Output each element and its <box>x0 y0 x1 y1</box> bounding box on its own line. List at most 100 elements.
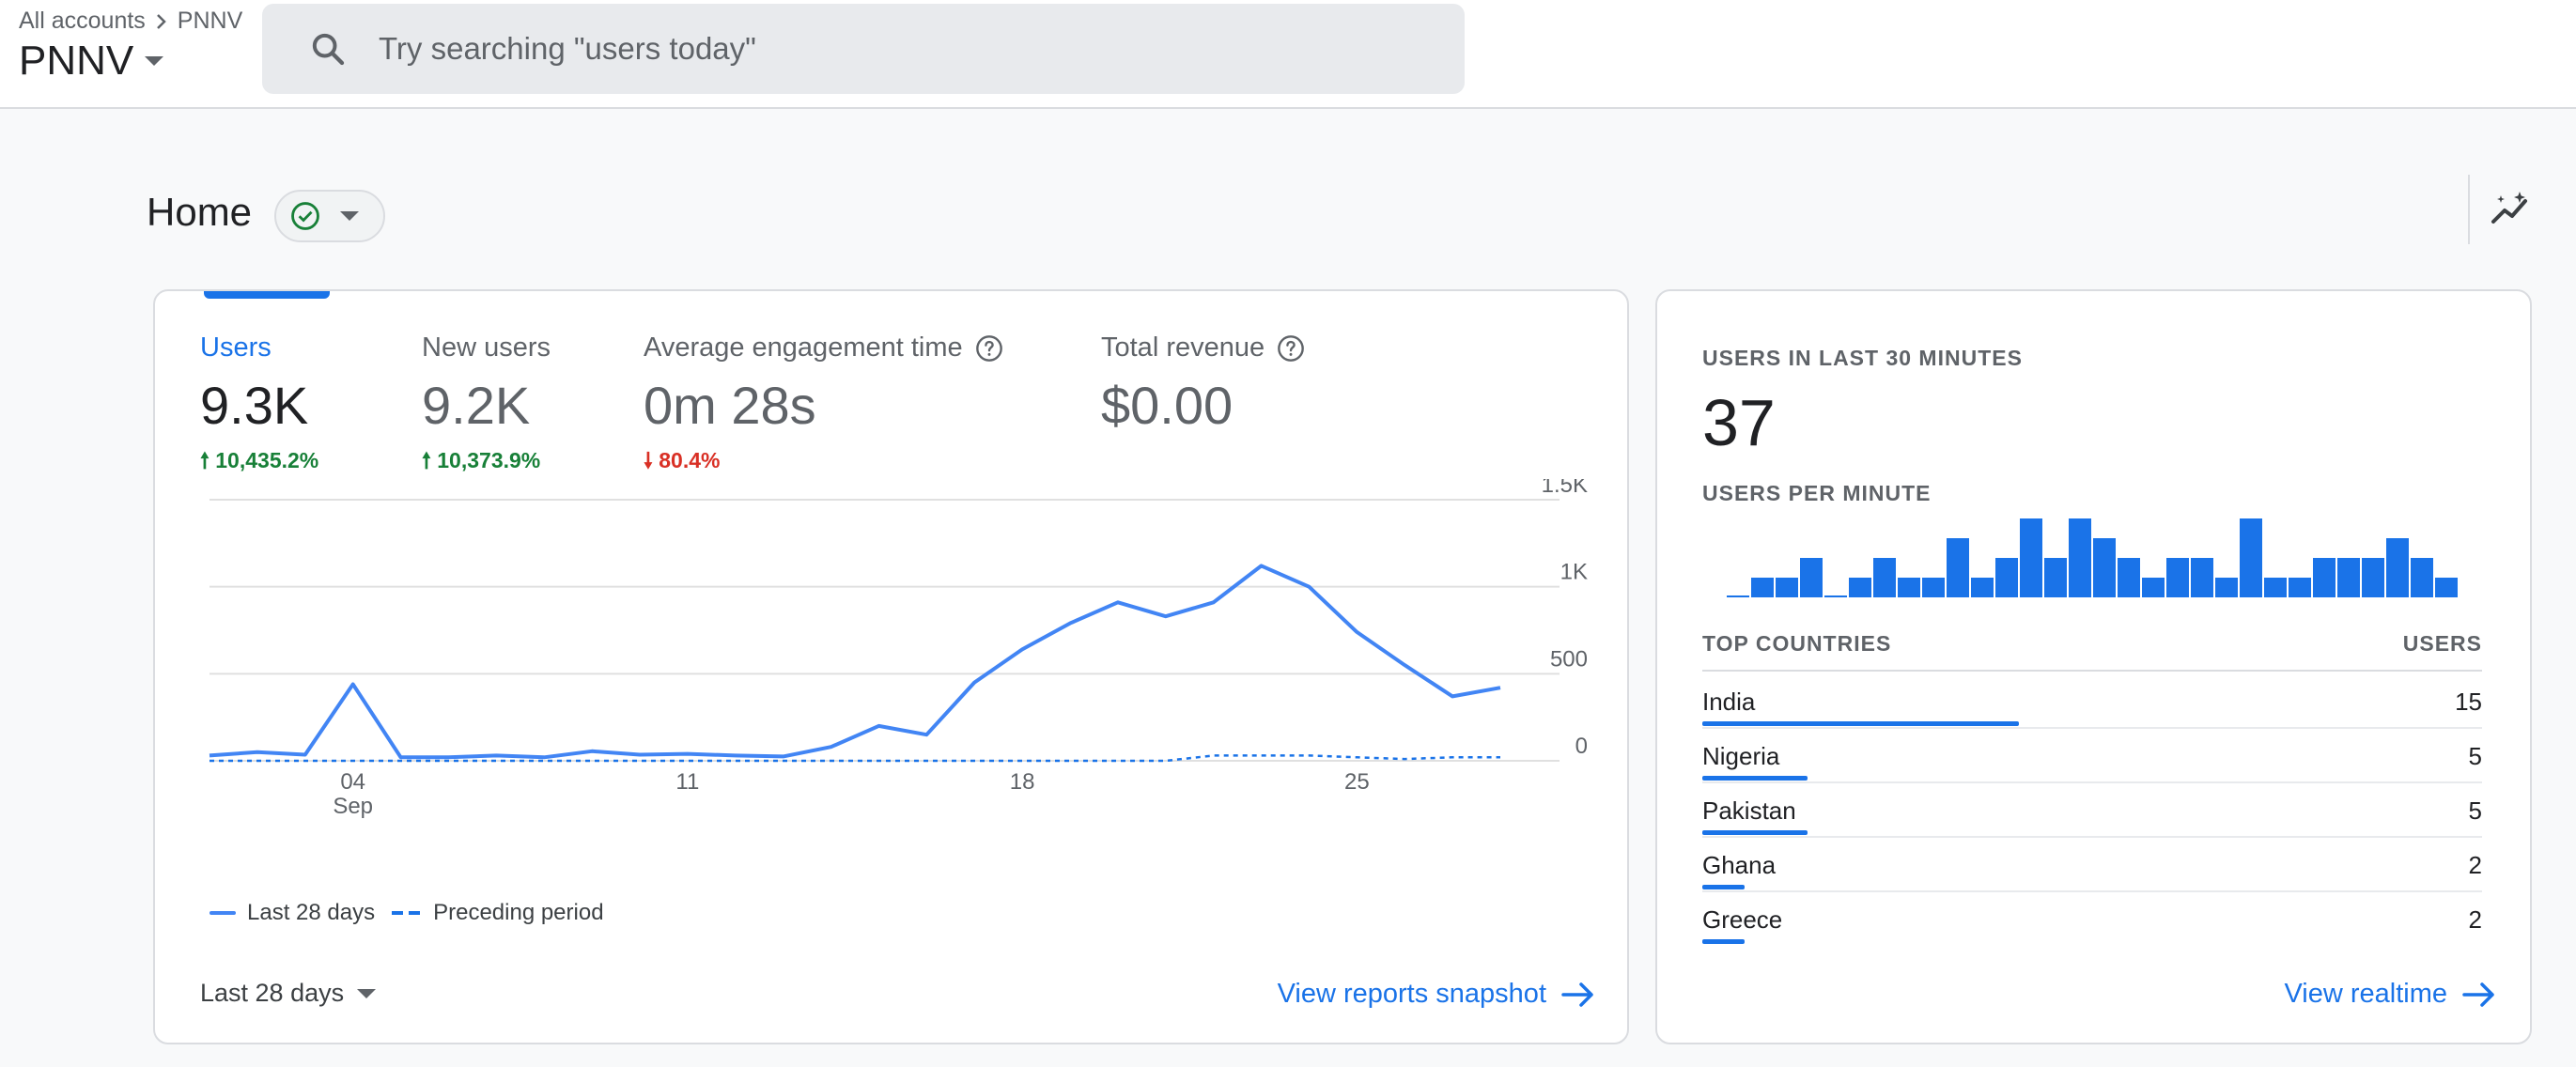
country-row[interactable]: Greece 2 <box>1702 892 2482 947</box>
help-icon[interactable] <box>1276 333 1306 363</box>
country-row[interactable]: Pakistan 5 <box>1702 783 2482 838</box>
country-share-bar <box>1702 830 1808 835</box>
metric-tab-engagement-time[interactable]: Average engagement time 0m 28s 🠗 80.4% <box>644 332 1004 482</box>
country-value: 5 <box>2468 742 2482 770</box>
view-reports-label: View reports snapshot <box>1277 979 1546 1009</box>
per-minute-bar <box>2044 558 2067 597</box>
series-line-current <box>209 564 1501 760</box>
country-share-bar <box>1702 776 1808 781</box>
chevron-down-icon <box>357 988 377 998</box>
country-name: Ghana <box>1702 851 1777 879</box>
overview-card: Users 9.3K 🠕 10,435.2% New users 9.2K 🠕 … <box>153 289 1629 1044</box>
breadcrumb-all-accounts[interactable]: All accounts <box>19 8 146 34</box>
per-minute-bar <box>2069 518 2091 597</box>
per-minute-bar <box>1922 578 1945 597</box>
metric-tab-users[interactable]: Users 9.3K 🠕 10,435.2% <box>200 332 318 482</box>
date-range-selector[interactable]: Last 28 days <box>200 979 377 1008</box>
country-row[interactable]: Ghana 2 <box>1702 838 2482 892</box>
breadcrumb-property[interactable]: PNNV <box>177 8 243 34</box>
per-minute-bar <box>2166 558 2189 597</box>
country-name: India <box>1702 688 1756 716</box>
search-bar[interactable]: Try searching "users today" <box>262 4 1465 94</box>
check-circle-icon <box>291 202 319 230</box>
realtime-card: USERS IN LAST 30 MINUTES 37 USERS PER MI… <box>1655 289 2532 1044</box>
status-selector[interactable] <box>274 190 385 242</box>
metric-label: Users <box>200 332 272 363</box>
metric-value: 0m 28s <box>644 376 816 435</box>
search-input[interactable]: Try searching "users today" <box>379 31 756 66</box>
insights-icon[interactable] <box>2488 188 2533 233</box>
metric-tab-revenue[interactable]: Total revenue $0.00 <box>1101 332 1306 436</box>
per-minute-bar <box>2215 578 2238 597</box>
dropdown-caret-icon <box>145 56 164 66</box>
per-minute-bar <box>2142 578 2165 597</box>
view-realtime-link[interactable]: View realtime <box>2284 979 2496 1010</box>
x-tick-label: 18 <box>1010 769 1035 795</box>
per-minute-bar <box>1995 558 2018 597</box>
y-tick-label: 1.5K <box>1542 479 1588 498</box>
top-countries-header: TOP COUNTRIES USERS <box>1702 631 2482 672</box>
search-icon <box>312 33 345 66</box>
metric-change: 🠕 10,435.2% <box>200 448 319 472</box>
metric-label: New users <box>422 332 551 363</box>
metric-label: Average engagement time <box>644 332 963 363</box>
y-tick-label: 1K <box>1560 560 1588 585</box>
country-share-bar <box>1702 885 1745 889</box>
per-minute-bar <box>1727 595 1749 597</box>
per-minute-bar <box>1947 538 1969 597</box>
metric-value: $0.00 <box>1101 376 1234 435</box>
per-minute-bar <box>2020 518 2042 597</box>
top-countries-label: TOP COUNTRIES <box>1702 631 1892 656</box>
x-tick-sublabel: Sep <box>333 794 373 819</box>
per-minute-bar <box>1776 578 1798 597</box>
date-range-label: Last 28 days <box>200 979 345 1007</box>
legend-label: Last 28 days <box>247 900 376 925</box>
users-per-minute-bar-chart <box>1727 518 2458 597</box>
per-minute-bar <box>2313 558 2335 597</box>
country-value: 5 <box>2468 796 2482 825</box>
country-value: 15 <box>2455 688 2482 716</box>
metric-change: 🠕 10,373.9% <box>422 448 541 472</box>
per-minute-bar <box>2435 578 2458 597</box>
top-bar: All accounts PNNV PNNV Try searching "us… <box>0 0 2576 109</box>
country-name: Greece <box>1702 905 1783 934</box>
metric-change: 🠗 80.4% <box>644 448 721 472</box>
chart-legend: Last 28 days Preceding period <box>209 900 604 926</box>
legend-item-preceding: Preceding period <box>392 900 604 926</box>
chevron-right-icon <box>156 13 166 29</box>
account-selector[interactable]: PNNV <box>19 38 164 85</box>
metric-value: 9.3K <box>200 376 309 435</box>
per-minute-bar <box>1849 578 1871 597</box>
per-minute-bar <box>1971 578 1994 597</box>
view-realtime-label: View realtime <box>2284 979 2447 1009</box>
per-minute-bar <box>2191 558 2213 597</box>
breadcrumb: All accounts PNNV <box>19 8 242 35</box>
legend-item-current: Last 28 days <box>209 900 375 926</box>
country-row[interactable]: Nigeria 5 <box>1702 729 2482 783</box>
legend-label: Preceding period <box>433 900 604 925</box>
per-minute-bar <box>2264 578 2287 597</box>
page-title: Home <box>147 190 253 234</box>
help-icon[interactable] <box>974 333 1004 363</box>
view-reports-snapshot-link[interactable]: View reports snapshot <box>1278 979 1595 1010</box>
per-minute-bar <box>2411 558 2433 597</box>
account-name: PNNV <box>19 38 134 84</box>
per-minute-bar <box>1751 578 1774 597</box>
country-share-bar <box>1702 939 1745 944</box>
x-tick-label: 11 <box>675 769 699 795</box>
per-minute-bar <box>2337 558 2360 597</box>
country-name: Pakistan <box>1702 796 1796 825</box>
per-minute-bar <box>2118 558 2140 597</box>
active-tab-indicator <box>204 291 330 299</box>
country-row[interactable]: India 15 <box>1702 674 2482 729</box>
per-minute-label: USERS PER MINUTE <box>1702 481 1932 505</box>
per-minute-bar <box>2240 518 2262 597</box>
arrow-up-icon: 🠕 <box>422 448 431 472</box>
country-name: Nigeria <box>1702 742 1780 770</box>
chevron-down-icon <box>340 211 359 221</box>
per-minute-bar <box>1824 595 1847 597</box>
metric-tab-new-users[interactable]: New users 9.2K 🠕 10,373.9% <box>422 332 551 482</box>
realtime-label: USERS IN LAST 30 MINUTES <box>1702 346 2023 370</box>
arrow-down-icon: 🠗 <box>644 448 653 472</box>
